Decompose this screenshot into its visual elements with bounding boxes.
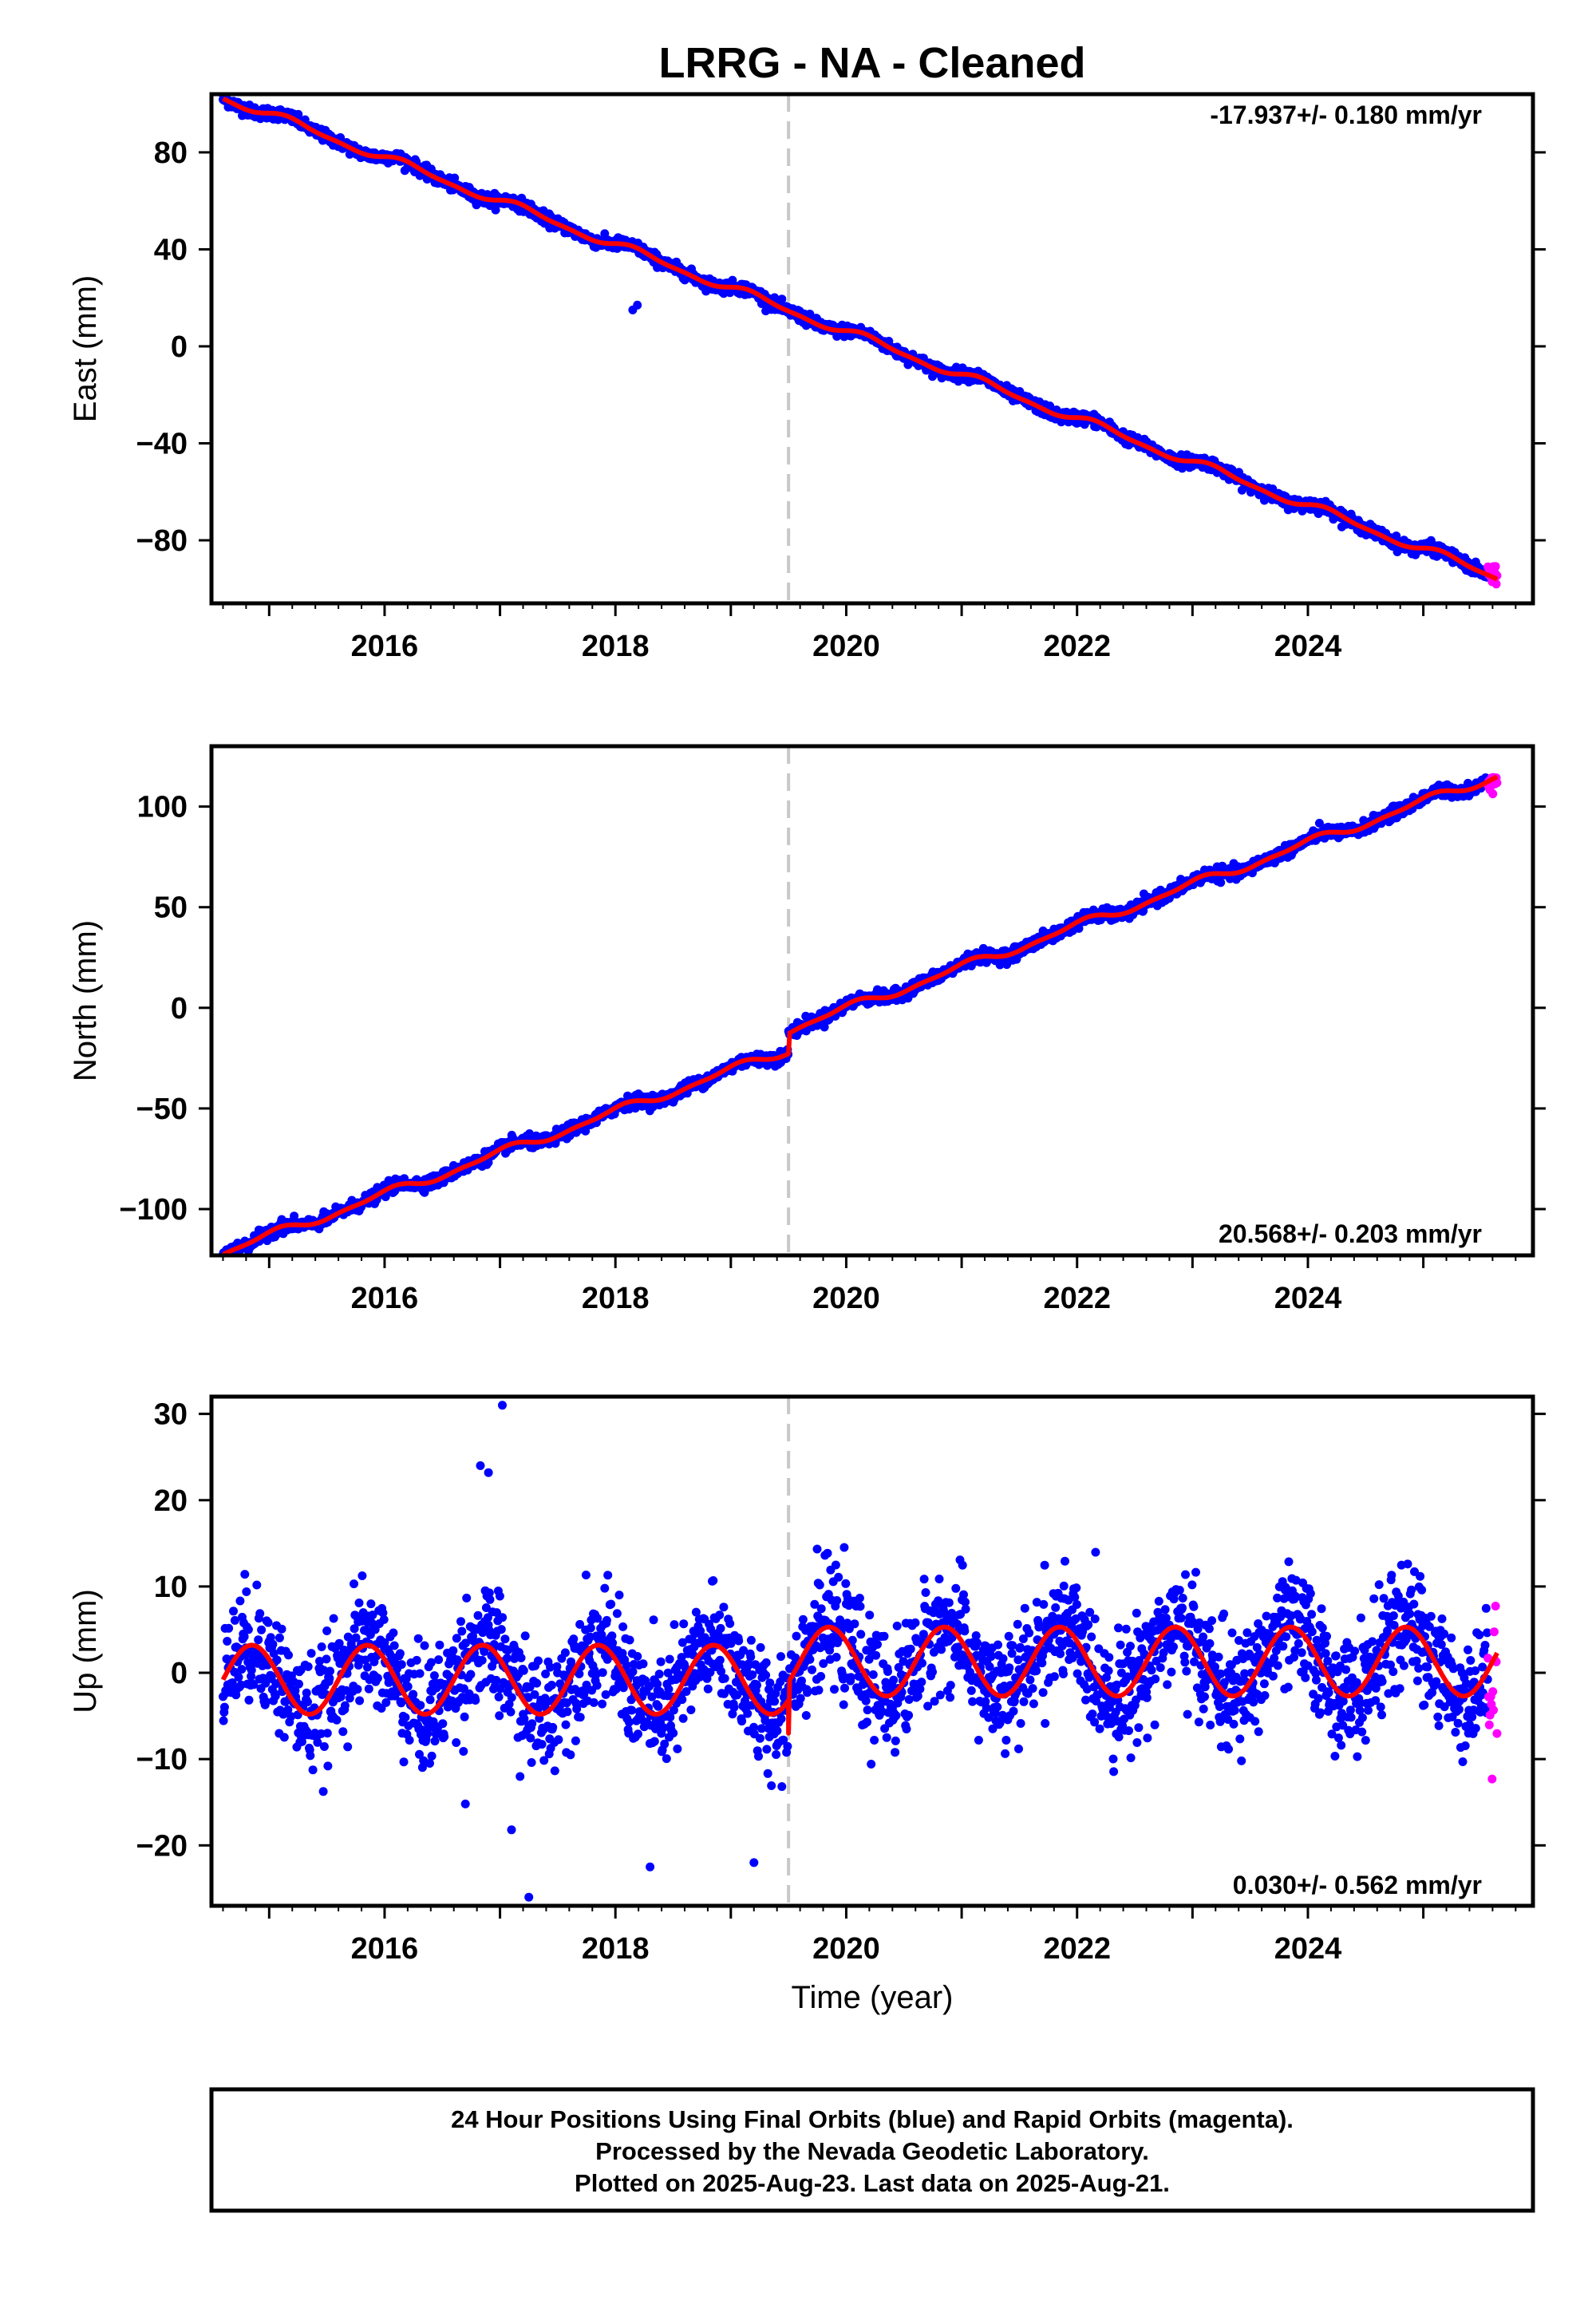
- east-ytick-label: −80: [136, 524, 188, 558]
- east-ytick-label: 40: [154, 233, 188, 267]
- east-point: [777, 294, 787, 304]
- east-xtick-label: 2020: [812, 630, 880, 663]
- north-point: [1216, 878, 1226, 887]
- east-outlier-point: [633, 300, 642, 310]
- east-ytick-label: 0: [171, 330, 188, 364]
- east-xtick-label: 2022: [1043, 630, 1111, 663]
- north-rapid-point: [1488, 789, 1498, 799]
- north-final-orbit-points: [219, 773, 1492, 1255]
- east-ytick-label: −40: [136, 427, 188, 460]
- east-y-axis-label: East (mm): [68, 275, 103, 422]
- east-ytick-label: 80: [154, 136, 188, 170]
- east-plot-area: [219, 94, 1502, 603]
- east-xtick-label: 2018: [582, 630, 650, 663]
- east-point: [450, 173, 460, 183]
- east-rate-label: -17.937+/- 0.180 mm/yr: [1210, 101, 1482, 129]
- north-plot-area: [219, 746, 1502, 1255]
- east-xtick-label: 2024: [1274, 630, 1342, 663]
- east-panel: −80 −40 0 40 80 2016 2018 2020 2022 2024 East (mm)…: [68, 92, 1546, 663]
- chart-title: LRRG - NA - Cleaned: [658, 39, 1085, 87]
- east-point: [928, 372, 937, 381]
- east-rapid-point: [1491, 562, 1500, 571]
- east-xtick-label: 2016: [351, 630, 419, 663]
